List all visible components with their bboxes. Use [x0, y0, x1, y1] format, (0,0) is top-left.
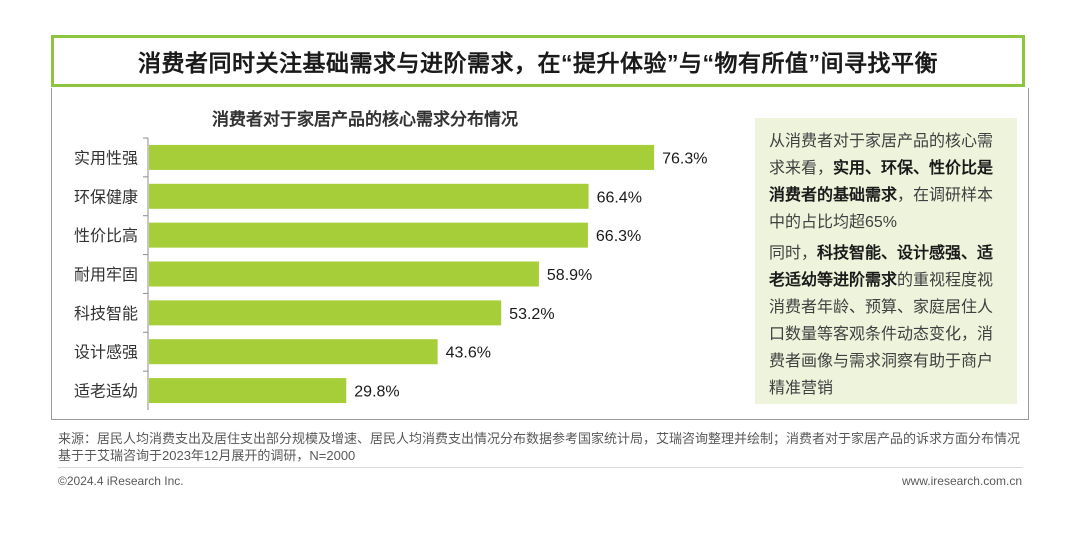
category-label: 实用性强 — [74, 149, 138, 167]
value-label: 76.3% — [662, 150, 707, 167]
website-url: www.iresearch.com.cn — [901, 474, 1022, 488]
headline: 消费者同时关注基础需求与进阶需求，在“提升体验”与“物有所值”间寻找平衡 — [51, 35, 1025, 87]
insight-paragraph-1: 从消费者对于家居产品的核心需求来看，实用、环保、性价比是消费者的基础需求，在调研… — [769, 133, 994, 231]
insight-paragraph-2: 同时，科技智能、设计感强、适老适幼等进阶需求的重视程度视消费者年龄、预算、家庭居… — [769, 245, 994, 397]
value-label: 53.2% — [509, 306, 554, 323]
bar-2 — [149, 183, 589, 209]
source-note: 来源：居民人均消费支出及居住支出部分规模及增速、居民人均消费支出情况分布数据参考… — [58, 431, 1021, 463]
value-label: 29.8% — [354, 384, 399, 401]
category-label: 科技智能 — [74, 305, 138, 323]
value-label: 43.6% — [446, 345, 491, 362]
content-panel — [51, 88, 1029, 420]
bar-7 — [149, 378, 347, 404]
copyright: ©2024.4 iResearch Inc. — [58, 474, 184, 488]
bar-3 — [149, 222, 588, 248]
value-label: 66.4% — [597, 189, 642, 206]
insight-box: 从消费者对于家居产品的核心需求来看，实用、环保、性价比是消费者的基础需求，在调研… — [755, 118, 1017, 404]
category-label: 适老适幼 — [74, 383, 138, 401]
value-label: 58.9% — [547, 267, 592, 284]
chart-title: 消费者对于家居产品的核心需求分布情况 — [212, 110, 518, 129]
category-label: 耐用牢固 — [74, 266, 138, 284]
bar-1 — [149, 144, 655, 170]
footer-divider — [58, 467, 1023, 468]
category-label: 性价比高 — [74, 227, 138, 245]
bar-6 — [149, 339, 438, 365]
category-label: 环保健康 — [74, 188, 138, 206]
bar-4 — [149, 261, 539, 287]
bar-5 — [149, 300, 502, 326]
category-label: 设计感强 — [74, 344, 138, 362]
value-label: 66.3% — [596, 228, 641, 245]
